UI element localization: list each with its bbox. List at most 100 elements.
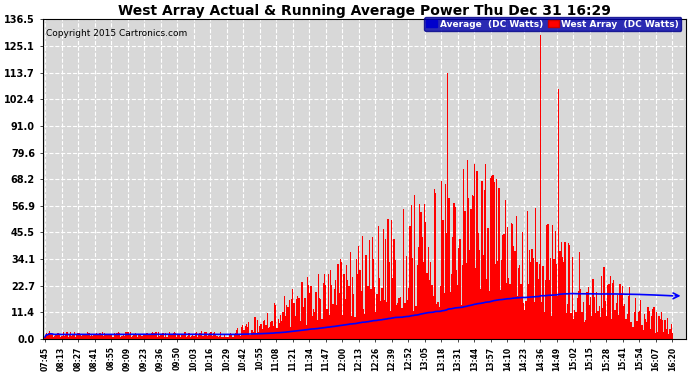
Bar: [247, 327, 248, 339]
Bar: [515, 216, 517, 339]
Bar: [184, 332, 185, 339]
Bar: [250, 330, 252, 339]
Bar: [75, 337, 76, 339]
Bar: [181, 334, 182, 339]
Bar: [46, 333, 47, 339]
Bar: [202, 336, 203, 339]
Bar: [613, 280, 614, 339]
Bar: [125, 332, 126, 339]
Bar: [69, 334, 70, 339]
Bar: [415, 306, 417, 339]
Bar: [192, 334, 193, 339]
Bar: [407, 300, 408, 339]
Bar: [512, 224, 513, 339]
Bar: [385, 239, 386, 339]
Bar: [92, 336, 93, 339]
Bar: [446, 233, 447, 339]
Bar: [417, 266, 418, 339]
Bar: [562, 256, 563, 339]
Bar: [187, 336, 188, 339]
Bar: [364, 314, 366, 339]
Bar: [259, 326, 260, 339]
Bar: [388, 262, 390, 339]
Bar: [204, 332, 206, 339]
Bar: [166, 337, 168, 339]
Bar: [114, 333, 115, 339]
Bar: [313, 309, 314, 339]
Bar: [396, 304, 397, 339]
Bar: [458, 248, 460, 339]
Bar: [353, 294, 355, 339]
Bar: [88, 333, 90, 339]
Bar: [611, 319, 612, 339]
Bar: [330, 270, 331, 339]
Bar: [101, 332, 103, 339]
Bar: [511, 223, 512, 339]
Bar: [490, 178, 491, 339]
Bar: [453, 203, 455, 339]
Bar: [258, 332, 259, 339]
Bar: [517, 296, 518, 339]
Bar: [323, 283, 324, 339]
Bar: [230, 333, 231, 339]
Bar: [80, 334, 81, 339]
Bar: [627, 314, 628, 339]
Bar: [336, 305, 337, 339]
Bar: [186, 337, 187, 339]
Bar: [57, 333, 58, 339]
Bar: [536, 262, 538, 339]
Bar: [253, 332, 255, 339]
Bar: [350, 252, 351, 339]
Bar: [153, 333, 155, 339]
Bar: [657, 332, 658, 339]
Bar: [374, 287, 375, 339]
Bar: [650, 329, 651, 339]
Bar: [623, 306, 624, 339]
Bar: [412, 258, 413, 339]
Bar: [95, 335, 96, 339]
Bar: [631, 327, 633, 339]
Bar: [667, 318, 668, 339]
Bar: [106, 335, 107, 339]
Bar: [528, 284, 529, 339]
Bar: [661, 312, 662, 339]
Bar: [434, 189, 435, 339]
Bar: [359, 270, 361, 339]
Bar: [128, 334, 130, 339]
Bar: [325, 285, 326, 339]
Bar: [397, 303, 398, 339]
Bar: [652, 309, 653, 339]
Bar: [135, 333, 136, 339]
Bar: [556, 264, 557, 339]
Bar: [448, 198, 450, 339]
Bar: [573, 319, 574, 339]
Bar: [371, 237, 373, 339]
Legend: Average  (DC Watts), West Array  (DC Watts): Average (DC Watts), West Array (DC Watts…: [424, 18, 681, 31]
Bar: [398, 298, 400, 339]
Bar: [625, 319, 627, 339]
Bar: [525, 301, 526, 339]
Bar: [110, 335, 112, 339]
Bar: [176, 338, 177, 339]
Bar: [64, 336, 65, 339]
Bar: [460, 239, 461, 339]
Bar: [635, 298, 636, 339]
Bar: [268, 328, 269, 339]
Bar: [171, 334, 172, 339]
Bar: [585, 320, 586, 339]
Bar: [540, 34, 541, 339]
Bar: [409, 226, 411, 339]
Bar: [357, 274, 358, 339]
Bar: [348, 286, 350, 339]
Bar: [319, 298, 320, 339]
Bar: [61, 336, 63, 339]
Bar: [403, 209, 404, 339]
Bar: [504, 200, 506, 339]
Bar: [538, 279, 539, 339]
Bar: [523, 303, 524, 339]
Bar: [50, 334, 52, 339]
Bar: [402, 309, 403, 339]
Bar: [344, 274, 345, 339]
Bar: [197, 337, 198, 339]
Bar: [331, 285, 333, 339]
